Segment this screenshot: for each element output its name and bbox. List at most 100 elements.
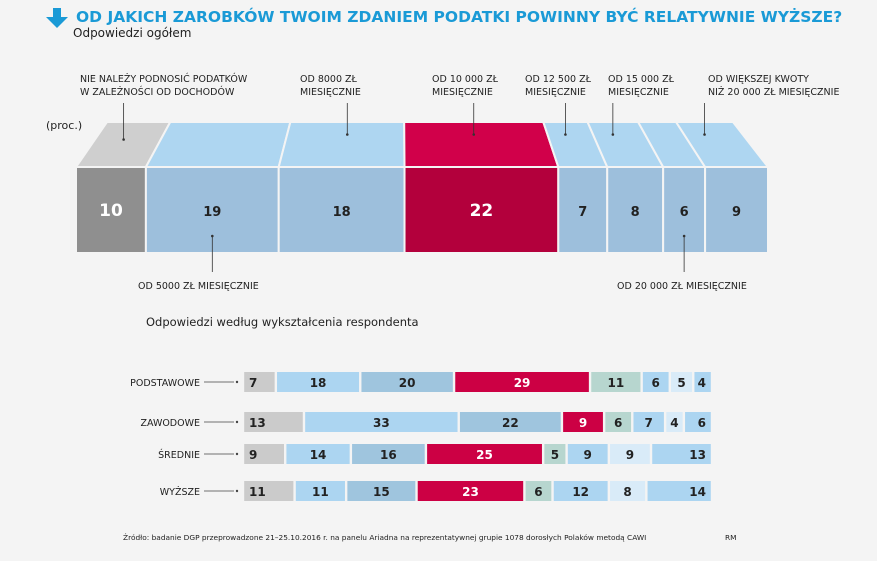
arrow-down-icon bbox=[46, 8, 68, 28]
bar-segment bbox=[685, 412, 711, 432]
bar-segment bbox=[652, 444, 711, 464]
category-label: MIESIĘCZNIE bbox=[300, 87, 361, 98]
leader-dot bbox=[472, 133, 476, 136]
bar-value-label: 4 bbox=[698, 376, 706, 390]
chart-subtitle: Odpowiedzi ogółem bbox=[73, 26, 191, 40]
bar-value-label: 12 bbox=[572, 485, 589, 499]
bar-segment bbox=[244, 481, 294, 501]
bar-segment bbox=[553, 481, 608, 501]
bar-value-label: 7 bbox=[249, 376, 257, 390]
bar-value-label: 25 bbox=[476, 448, 493, 462]
bar-segment bbox=[347, 481, 416, 501]
bar-segment bbox=[544, 444, 566, 464]
source-note: Źródło: badanie DGP przeprowadzone 21–25… bbox=[123, 533, 646, 542]
bar-value-label: 23 bbox=[462, 485, 479, 499]
bar-segment bbox=[666, 412, 683, 432]
bar-segment bbox=[455, 372, 589, 392]
bar-segment bbox=[244, 372, 275, 392]
bar-value-label: 13 bbox=[249, 416, 266, 430]
bar-segment bbox=[295, 481, 345, 501]
bar-value-label: 11 bbox=[249, 485, 266, 499]
bar-segment bbox=[361, 372, 453, 392]
bar-segment bbox=[694, 372, 711, 392]
bar-segment bbox=[352, 444, 425, 464]
bar-value-label: 11 bbox=[312, 485, 329, 499]
segment-top-face bbox=[403, 121, 560, 168]
segment-front-face bbox=[606, 166, 665, 254]
unit-label: (proc.) bbox=[46, 119, 82, 132]
segment-front-face bbox=[277, 166, 406, 254]
bar-value-label: 5 bbox=[551, 448, 559, 462]
bar-segment bbox=[459, 412, 561, 432]
leader-dot bbox=[564, 133, 567, 136]
bar-value-label: 6 bbox=[698, 416, 706, 430]
bar-segment bbox=[417, 481, 524, 501]
bar-segment bbox=[647, 481, 711, 501]
row-label: ZAWODOWE bbox=[140, 418, 200, 429]
row-leader-dot bbox=[235, 489, 239, 493]
bar-segment bbox=[277, 372, 360, 392]
bar-value-label: 16 bbox=[380, 448, 397, 462]
section-title: Odpowiedzi według wykształcenia responde… bbox=[146, 315, 419, 329]
category-label: OD 8000 ZŁ bbox=[300, 74, 358, 85]
bar-value-label: 7 bbox=[645, 416, 653, 430]
bar-value-label: 6 bbox=[614, 416, 622, 430]
bar-value-label: 9 bbox=[584, 448, 592, 462]
bar-segment bbox=[610, 444, 650, 464]
category-label: OD 5000 ZŁ MIESIĘCZNIE bbox=[138, 281, 259, 292]
bar-segment bbox=[563, 412, 603, 432]
bar-value-label: 4 bbox=[670, 416, 678, 430]
category-label: W ZALEŻNOŚCI OD DOCHODÓW bbox=[80, 86, 235, 98]
bar-value-label: 22 bbox=[502, 416, 519, 430]
data-label: 9 bbox=[732, 205, 741, 220]
bar-value-label: 9 bbox=[626, 448, 634, 462]
bar-segment bbox=[642, 372, 669, 392]
segment-front-face bbox=[704, 166, 769, 254]
bar-segment bbox=[633, 412, 664, 432]
row-leader-dot bbox=[235, 420, 239, 424]
row-label: WYŻSZE bbox=[160, 487, 200, 498]
bar-segment bbox=[591, 372, 641, 392]
bar-value-label: 18 bbox=[310, 376, 327, 390]
bar-segment bbox=[244, 412, 303, 432]
category-label: OD WIĘKSZEJ KWOTY bbox=[708, 74, 809, 85]
category-label: OD 10 000 ZŁ bbox=[432, 74, 499, 85]
bar-segment bbox=[244, 444, 285, 464]
data-label: 7 bbox=[578, 205, 587, 220]
bar-segment bbox=[567, 444, 608, 464]
segment-front-face bbox=[557, 166, 609, 254]
bar-segment bbox=[610, 481, 646, 501]
bar-segment bbox=[305, 412, 458, 432]
data-label: 10 bbox=[99, 201, 123, 221]
segment-top-face bbox=[277, 121, 406, 168]
chart-title: OD JAKICH ZAROBKÓW TWOIM ZDANIEM PODATKI… bbox=[76, 7, 842, 26]
category-label: NIŻ 20 000 ZŁ MIESIĘCZNIE bbox=[708, 87, 839, 98]
bar-value-label: 33 bbox=[373, 416, 390, 430]
category-label: OD 15 000 ZŁ bbox=[608, 74, 675, 85]
data-label: 18 bbox=[333, 205, 351, 220]
bar-value-label: 13 bbox=[689, 448, 706, 462]
row-leader-dot bbox=[235, 380, 239, 384]
leader-dot bbox=[703, 133, 706, 136]
category-label: MIESIĘCZNIE bbox=[525, 87, 586, 98]
category-label: MIESIĘCZNIE bbox=[608, 87, 669, 98]
bar-value-label: 5 bbox=[677, 376, 685, 390]
bar-segment bbox=[605, 412, 632, 432]
bar-value-label: 20 bbox=[399, 376, 416, 390]
bar-value-label: 15 bbox=[373, 485, 390, 499]
bar-value-label: 6 bbox=[534, 485, 542, 499]
row-label: PODSTAWOWE bbox=[130, 378, 200, 389]
bar-segment bbox=[286, 444, 350, 464]
bar-value-label: 8 bbox=[623, 485, 631, 499]
bar-value-label: 14 bbox=[689, 485, 706, 499]
segment-top-face bbox=[144, 121, 292, 168]
data-label: 22 bbox=[470, 201, 494, 221]
leader-dot bbox=[345, 133, 349, 136]
row-leader-dot bbox=[235, 452, 239, 456]
bar-value-label: 9 bbox=[579, 416, 587, 430]
bar-value-label: 14 bbox=[310, 448, 327, 462]
category-label: NIE NALEŻY PODNOSIĆ PODATKÓW bbox=[80, 73, 248, 85]
data-label: 6 bbox=[680, 205, 689, 220]
data-label: 8 bbox=[631, 205, 640, 220]
